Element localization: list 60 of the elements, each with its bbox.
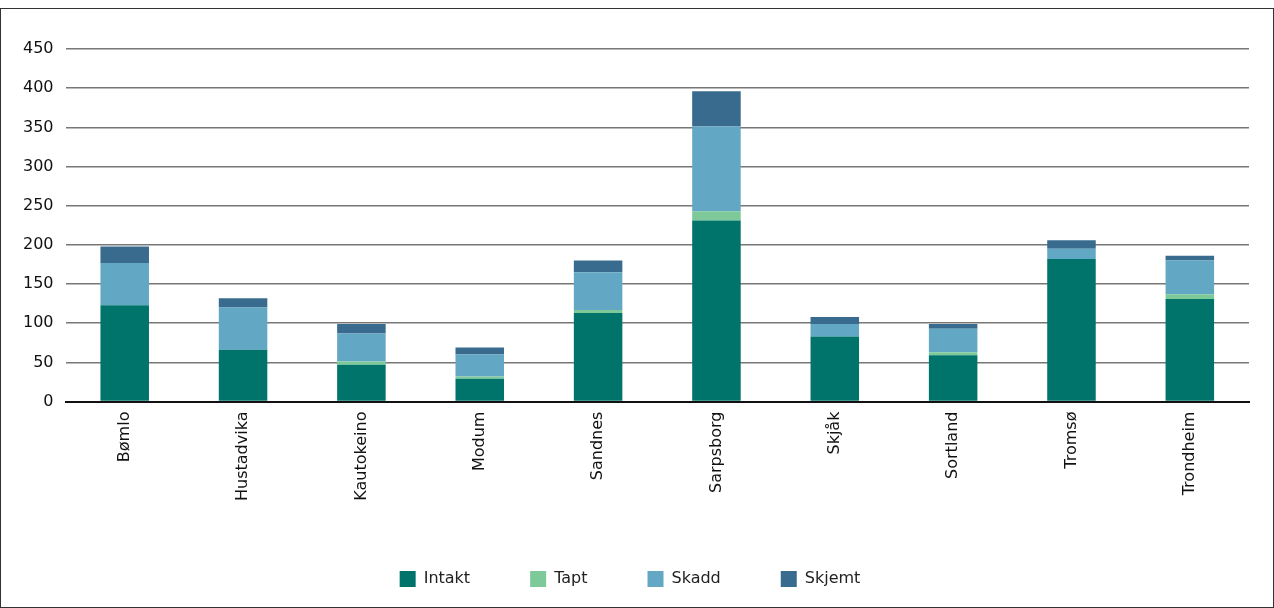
legend-label: Tapt [553,568,588,588]
legend-label: Intakt [423,568,471,588]
y-tick-label: 250 [22,194,54,214]
bar [573,313,623,401]
y-tick-label: 300 [22,155,54,175]
bar [218,307,268,350]
x-tick-label: Tromsø [1060,411,1080,470]
y-tick-label: 0 [43,390,54,410]
y-tick-label: 200 [22,234,54,254]
bar [928,352,978,356]
bar [337,323,386,334]
x-tick-label: Sandnes [587,411,607,481]
bar [455,378,505,401]
bar [218,298,268,308]
x-tick-label: Modum [468,411,488,472]
x-tick-label: Kautokeino [350,411,370,501]
x-tick-label: Sortland [942,411,962,479]
bar [810,316,860,324]
bar [692,211,741,221]
y-tick-label: 400 [22,77,54,97]
bar [1165,298,1215,401]
bar [337,361,386,365]
y-tick-label: 450 [22,38,54,58]
bar [692,126,741,212]
bar [455,347,505,355]
bar [100,305,149,401]
bar [455,376,505,379]
bar [1165,255,1215,261]
bar [1047,240,1096,249]
bar [337,364,386,401]
bar [1047,248,1096,259]
bar [810,336,860,401]
x-tick-label: Trondheim [1178,411,1198,497]
legend-label: Skadd [671,568,721,588]
bar [692,91,741,127]
bar [100,262,149,306]
y-tick-label: 100 [22,312,54,332]
bar [573,272,623,310]
bar [337,333,386,362]
x-tick-label: Sarpsborg [705,411,725,493]
bar [1165,294,1215,299]
legend-label: Skjemt [804,568,861,588]
bar [218,349,268,401]
y-tick-label: 50 [33,351,54,371]
bar [928,355,978,401]
bar [1047,258,1096,401]
y-tick-label: 150 [22,273,54,293]
bar [928,328,978,353]
x-tick-label: Bømlo [113,411,133,463]
bar [1165,260,1215,295]
x-tick-label: Hustadvika [232,411,252,502]
bar [455,354,505,377]
bar [928,323,978,329]
bar [573,309,623,314]
bar [810,323,860,337]
x-tick-label: Skjåk [823,410,843,455]
y-tick-label: 350 [22,116,54,136]
bar [692,220,741,401]
bar [100,246,149,263]
bar [573,260,623,273]
